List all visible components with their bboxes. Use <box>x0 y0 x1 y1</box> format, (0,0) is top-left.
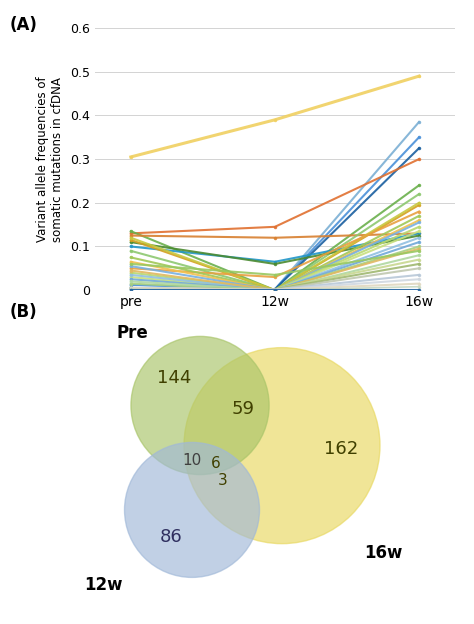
Text: (B): (B) <box>9 303 37 321</box>
Text: 86: 86 <box>160 529 182 546</box>
Y-axis label: Variant allele frequencies of
somatic mutations in cfDNA: Variant allele frequencies of somatic mu… <box>36 76 64 242</box>
Text: 59: 59 <box>232 400 255 417</box>
Text: 12w: 12w <box>84 577 123 595</box>
Circle shape <box>184 348 380 544</box>
Text: 6: 6 <box>211 456 221 471</box>
Text: 3: 3 <box>218 474 228 489</box>
Text: 16w: 16w <box>364 544 402 562</box>
Text: 144: 144 <box>157 369 191 387</box>
Text: 10: 10 <box>182 452 201 467</box>
Text: 162: 162 <box>324 440 358 458</box>
Text: (A): (A) <box>9 16 37 34</box>
Circle shape <box>125 442 259 577</box>
Circle shape <box>131 336 269 475</box>
Text: Pre: Pre <box>117 324 148 342</box>
